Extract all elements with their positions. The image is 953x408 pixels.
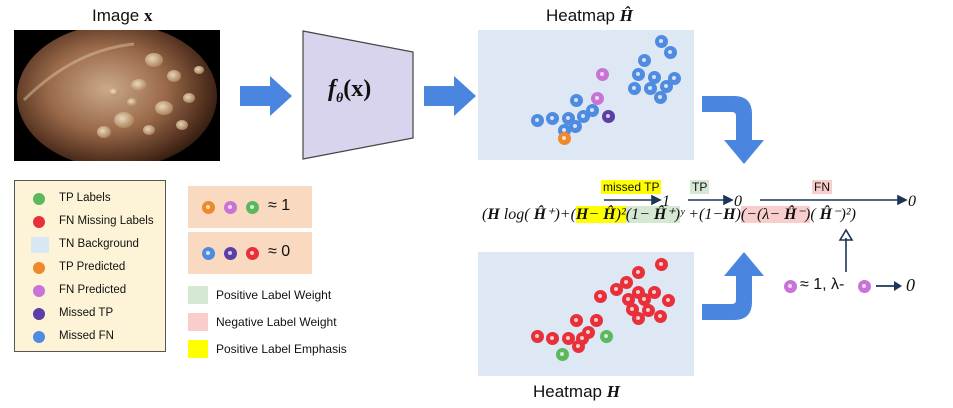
tag-missed-tp: missed TP [601, 180, 662, 194]
limit-arrows [604, 194, 908, 206]
heatmap-dot [627, 81, 641, 95]
legend-label: TP Labels [59, 192, 111, 204]
network-label: fθ(x) [328, 76, 372, 106]
lambda-note: ≈ 1, λ- 0 [782, 274, 950, 298]
heatmap-dot [590, 91, 604, 105]
heatmap-dot [571, 339, 585, 353]
heatmap-dot [601, 109, 615, 123]
legend-label: FN Missing Labels [59, 215, 154, 227]
tn-background-swatch [31, 237, 49, 253]
limit-zero-fn: 0 [908, 193, 916, 210]
heatmap-dot [599, 329, 613, 343]
heatmap-dot [637, 292, 651, 306]
confidence-box-one: ≈ 1 [188, 186, 312, 228]
legend-label: FN Predicted [59, 284, 127, 296]
loss-equation: (H log( Ĥ⁺)+(H− Ĥ)²(1− Ĥ⁺)ʸ +(1−H)(−(λ− … [482, 206, 856, 223]
limit-zero-tp: 0 [734, 193, 742, 210]
fn-predicted-dot [857, 279, 871, 293]
heatmap-dot [621, 292, 635, 306]
missed-tp-dot [223, 246, 237, 260]
arrow-gt-to-equation [702, 252, 764, 320]
weight-label: Negative Label Weight [216, 315, 337, 329]
missed-tp-swatch [33, 308, 45, 320]
heatmap-dot [653, 90, 667, 104]
heatmap-dot [530, 329, 544, 343]
heatmap-dot [593, 289, 607, 303]
heatmap-dot [619, 275, 633, 289]
input-image [14, 30, 220, 161]
heatmap-dot [653, 309, 667, 323]
heatmap-dot [631, 265, 645, 279]
limit-one: 1 [662, 193, 670, 210]
fn-missing-swatch [33, 216, 45, 228]
heatmap-dot [641, 303, 655, 317]
missed-fn-dot [201, 246, 215, 260]
arrow-right-icon [876, 281, 902, 291]
heatmap-dot [545, 331, 559, 345]
network-block: fθ(x) [302, 30, 414, 160]
heatmap-dot [661, 293, 675, 307]
fn-predicted-dot [783, 279, 797, 293]
legend-label: Missed TP [59, 307, 114, 319]
missed-fn-swatch [33, 331, 45, 343]
legend-label: TP Predicted [59, 261, 126, 273]
confidence-box-zero: ≈ 0 [188, 232, 312, 274]
heatmap-dot [631, 67, 645, 81]
emphasis-swatch [188, 340, 208, 358]
heatmap-pred-title: Heatmap Ĥ [546, 6, 633, 25]
heatmap-dot [576, 109, 590, 123]
heatmap-dot [654, 257, 668, 271]
tp-labels-swatch [33, 193, 45, 205]
heatmap-dot [557, 131, 571, 145]
heatmap-dot [568, 119, 582, 133]
heatmap-dot [659, 79, 673, 93]
lambda-note-text: ≈ 1, λ- [800, 276, 845, 293]
fn-missing-dot [245, 246, 259, 260]
tp-label-dot [245, 200, 259, 214]
heatmap-dot [555, 347, 569, 361]
heatmap-dot [561, 331, 575, 345]
approx-one-text: ≈ 1 [268, 197, 291, 214]
positive-weight-swatch [188, 286, 208, 304]
arrow-net-to-heatmap [424, 76, 476, 116]
heatmap-dot [631, 311, 645, 325]
heatmap-dot [609, 282, 623, 296]
weight-label: Positive Label Weight [216, 288, 332, 302]
negative-weight-swatch [188, 313, 208, 331]
heatmap-dot [647, 70, 661, 84]
legend-label: TN Background [59, 238, 139, 250]
image-title: Image x [92, 6, 153, 25]
tag-tp: TP [690, 180, 710, 194]
tp-predicted-dot [201, 200, 215, 214]
heatmap-dot [663, 45, 677, 59]
tag-fn: FN [812, 180, 832, 194]
ground-truth-heatmap [478, 252, 694, 376]
heatmap-dot [569, 93, 583, 107]
fn-predicted-dot [223, 200, 237, 214]
approx-zero-text: ≈ 0 [268, 243, 291, 260]
heatmap-dot [643, 81, 657, 95]
heatmap-dot [569, 313, 583, 327]
lambda-up-arrow [838, 228, 854, 272]
legend-label: Missed FN [59, 330, 114, 342]
arrow-image-to-net [240, 76, 292, 116]
heatmap-dot [595, 67, 609, 81]
arrow-pred-to-equation [702, 96, 764, 164]
note-zero: 0 [906, 275, 915, 295]
tp-predicted-swatch [33, 262, 45, 274]
heatmap-dot [545, 111, 559, 125]
heatmap-dot [589, 313, 603, 327]
heatmap-dot [530, 113, 544, 127]
heatmap-dot [637, 53, 651, 67]
heatmap-gt-title: Heatmap H [533, 382, 620, 401]
legend: TP Labels FN Missing Labels TN Backgroun… [14, 180, 166, 352]
weight-label: Positive Label Emphasis [216, 342, 347, 356]
fn-predicted-swatch [33, 285, 45, 297]
heatmap-dot [647, 285, 661, 299]
predicted-heatmap [478, 30, 694, 160]
heatmap-dot [654, 34, 668, 48]
